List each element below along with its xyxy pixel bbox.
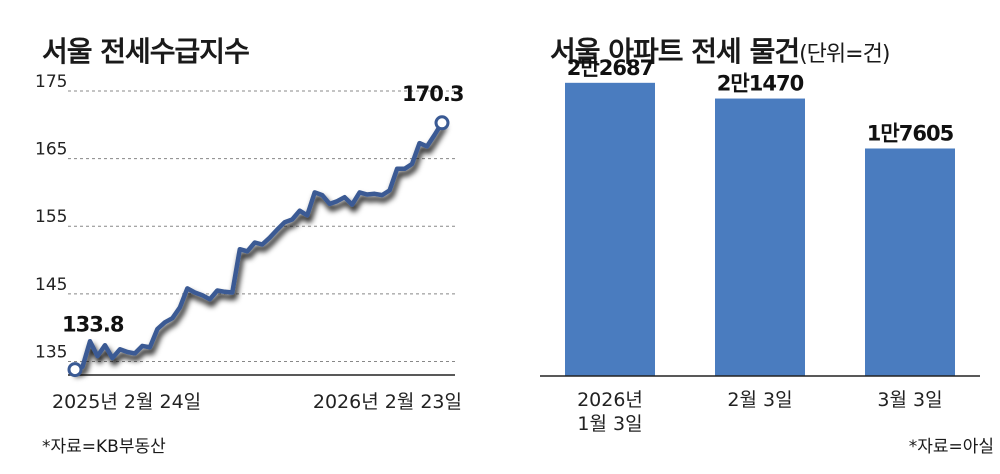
x-tick-label-start: 2025년 2월 24일	[52, 391, 201, 413]
bar-chart-title: 서울 아파트 전세 물건(단위=건)	[550, 30, 890, 70]
bar-chart-panel: 서울 아파트 전세 물건(단위=건) 2만2687 2026년 1월 3일 2만147…	[510, 0, 1000, 474]
series-line	[72, 120, 445, 372]
data-label: 170.3	[402, 82, 463, 106]
endpoint-marker	[67, 362, 83, 378]
category-label: 2026년	[577, 389, 643, 411]
category-label: 2월 3일	[727, 389, 792, 411]
x-tick-label-end: 2026년 2월 23일	[313, 391, 462, 413]
data-label: 133.8	[62, 313, 124, 337]
endpoint-marker	[434, 115, 450, 131]
bar	[865, 148, 955, 376]
y-tick-label: 165	[35, 140, 67, 160]
bar-chart-source: *자료=아실	[908, 437, 994, 457]
y-tick-label: 155	[35, 207, 67, 227]
category-label: 1월 3일	[577, 413, 642, 435]
bar-value-label: 2만1470	[717, 72, 804, 96]
line-chart-source: *자료=KB부동산	[42, 437, 166, 457]
line-chart-panel: 서울 전세수급지수 135 145 155 165 175 133.8 170.3 2025년…	[35, 35, 464, 457]
bar-value-label: 1만7605	[867, 121, 954, 145]
y-tick-label: 145	[35, 275, 67, 295]
bar	[565, 82, 655, 377]
bar-chart-unit: (단위=건)	[799, 42, 890, 67]
bar-chart-title-text: 서울 아파트 전세 물건	[550, 35, 800, 68]
y-tick-label: 135	[35, 342, 67, 362]
bar	[715, 98, 805, 377]
line-chart-title: 서울 전세수급지수	[42, 35, 250, 68]
bar-value-label: 2만2687	[567, 56, 653, 80]
line-chart-svg: 135 145 155 165 175 133.8 170.3 2025년 2월 24일 202…	[35, 72, 464, 413]
category-label: 3월 3일	[877, 389, 942, 411]
y-tick-label: 175	[35, 72, 67, 92]
